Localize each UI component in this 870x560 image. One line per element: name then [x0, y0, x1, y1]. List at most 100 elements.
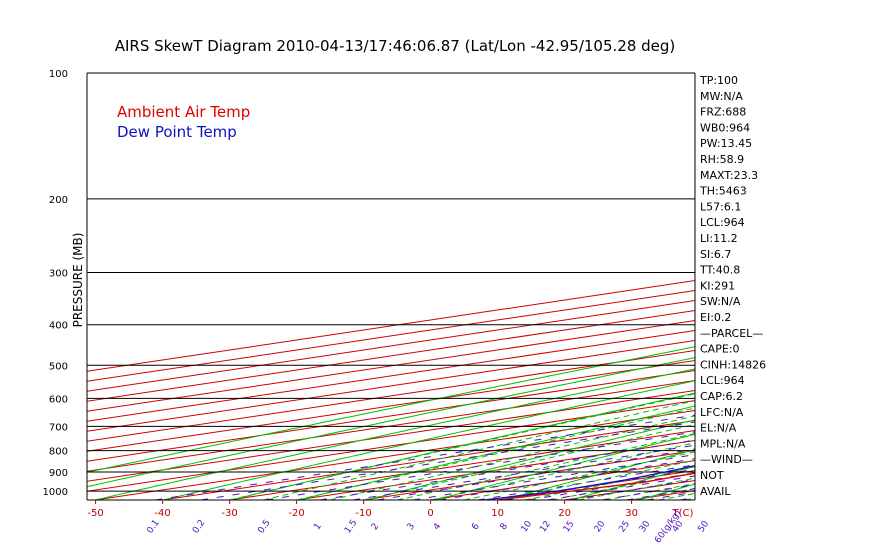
stat-line: CINH:14826 [700, 358, 766, 371]
y-tick-label: 700 [49, 422, 68, 433]
isotherm-line [159, 420, 695, 500]
isotherm-line [821, 64, 870, 502]
chart-title: AIRS SkewT Diagram 2010-04-13/17:46:06.8… [115, 37, 676, 55]
legend-dew-point-temp: Dew Point Temp [117, 123, 237, 141]
bottom-tick-label: -40 [154, 508, 170, 519]
y-tick-label: 600 [49, 394, 68, 405]
plot-frame [86, 73, 696, 501]
isotherm-line [360, 450, 695, 500]
mixing-ratio-line [352, 444, 695, 500]
bottom-tick-label: T(C) [672, 508, 694, 519]
isotherm-line [754, 64, 870, 502]
moist-adiabat-line [463, 451, 695, 500]
mixing-ratio-label: 1 [312, 522, 323, 532]
dry-adiabat-line [636, 483, 695, 500]
stat-line: PW:13.45 [700, 137, 752, 150]
stat-line: AVAIL [700, 485, 731, 498]
mixing-ratio-line [155, 414, 695, 500]
mixing-ratio-label: 25 [617, 519, 632, 534]
moist-adiabat-line [497, 459, 695, 500]
series-dew-point-temp-line [484, 465, 695, 500]
mixing-ratio-label: 30 [638, 519, 653, 534]
dry-adiabat-line [432, 433, 695, 500]
stat-line: MAXT:23.3 [700, 169, 758, 182]
stat-line: FRZ:688 [700, 106, 746, 119]
mixing-ratio-label: 3 [406, 522, 417, 532]
y-tick-label: 400 [49, 321, 68, 332]
y-tick-label: 800 [49, 447, 68, 458]
mixing-ratio-label: 0.5 [256, 518, 272, 535]
stat-line: EL:N/A [700, 422, 737, 435]
bottom-tick-label: -10 [355, 508, 371, 519]
dry-adiabat-line [161, 380, 695, 500]
chart-text: AIRS SkewT Diagram 2010-04-13/17:46:06.8… [71, 37, 675, 327]
isotherm-line [87, 340, 695, 432]
stat-line: LI:11.2 [700, 232, 738, 245]
isotherm-line [87, 360, 695, 452]
bottom-tick-label: 10 [491, 508, 504, 519]
stat-line: LFC:N/A [700, 406, 744, 419]
mixing-ratio-line [412, 454, 695, 500]
stats-panel: TP:100 MW:N/A FRZ:688 WB0:964 PW:13.45 RH:58.… [699, 74, 766, 498]
moist-adiabat-line [631, 488, 695, 500]
legend-ambient-air-temp: Ambient Air Temp [117, 103, 250, 121]
stat-line: MW:N/A [700, 90, 743, 103]
stat-line: SI:6.7 [700, 248, 731, 261]
mixing-ratio-label: 15 [562, 519, 577, 534]
mixing-ratio-line [266, 431, 695, 500]
y-tick-label: 100 [49, 69, 68, 80]
mixing-ratio-label: 20 [593, 519, 608, 534]
moist-adiabat-line [363, 423, 695, 500]
moist-adiabat-line [262, 400, 695, 500]
stat-line: KI:291 [700, 279, 735, 292]
isotherm-line [92, 410, 695, 500]
isotherm-line [427, 460, 695, 500]
stat-line: MPL:N/A [700, 437, 746, 450]
mixing-ratio-line [646, 491, 695, 500]
dry-adiabat-line [365, 419, 695, 500]
stat-line: WB0:964 [700, 121, 750, 134]
isotherm-line [87, 370, 695, 462]
stat-line: TT:40.8 [699, 264, 740, 277]
stat-line: LCL:964 [700, 374, 745, 387]
y-tick-label: 900 [49, 468, 68, 479]
mixing-ratio-label: 4 [432, 521, 444, 532]
isotherm-line [87, 380, 695, 472]
mixing-ratio-line [377, 448, 695, 500]
moist-adiabat-line [658, 492, 695, 500]
bottom-tick-label: -50 [87, 508, 103, 519]
bottom-tick-label: 30 [625, 508, 638, 519]
moist-adiabat-line [430, 442, 695, 500]
stat-line: TH:5463 [699, 185, 747, 198]
stat-line: L57:6.1 [700, 200, 741, 213]
isotherm-line [87, 390, 695, 482]
stat-line: SW:N/A [700, 295, 741, 308]
mixing-ratio-label: 0.2 [191, 518, 207, 535]
mixing-ratio-label: 2 [370, 522, 381, 532]
stat-line: EI:0.2 [700, 311, 731, 324]
isobar-lines [87, 72, 695, 492]
bottom-tick-label: -20 [288, 508, 304, 519]
stat-line: CAPE:0 [700, 343, 740, 356]
bottom-tick-label: 0 [427, 508, 433, 519]
mixing-ratio-label: 0.1 [145, 518, 161, 535]
y-axis-label: PRESSURE (MB) [71, 233, 85, 328]
data-series [484, 465, 695, 500]
isotherm-line [293, 440, 695, 500]
stat-line: RH:58.9 [700, 153, 744, 166]
bottom-tick-label: -30 [221, 508, 237, 519]
y-tick-label: 500 [49, 361, 68, 372]
y-tick-label: 200 [49, 195, 68, 206]
mixing-ratio-label: 12 [538, 519, 553, 534]
mixing-ratio-label: 6 [470, 521, 482, 532]
stat-line: CAP:6.2 [700, 390, 743, 403]
stat-line: NOT [700, 469, 724, 482]
y-tick-label: 1000 [43, 487, 68, 498]
stat-line: LCL:964 [700, 216, 745, 229]
isotherm-line [87, 280, 695, 372]
mixing-ratio-label: 8 [499, 521, 511, 532]
mixing-ratio-label: 10 [519, 519, 534, 534]
dry-adiabat-line [769, 64, 870, 502]
